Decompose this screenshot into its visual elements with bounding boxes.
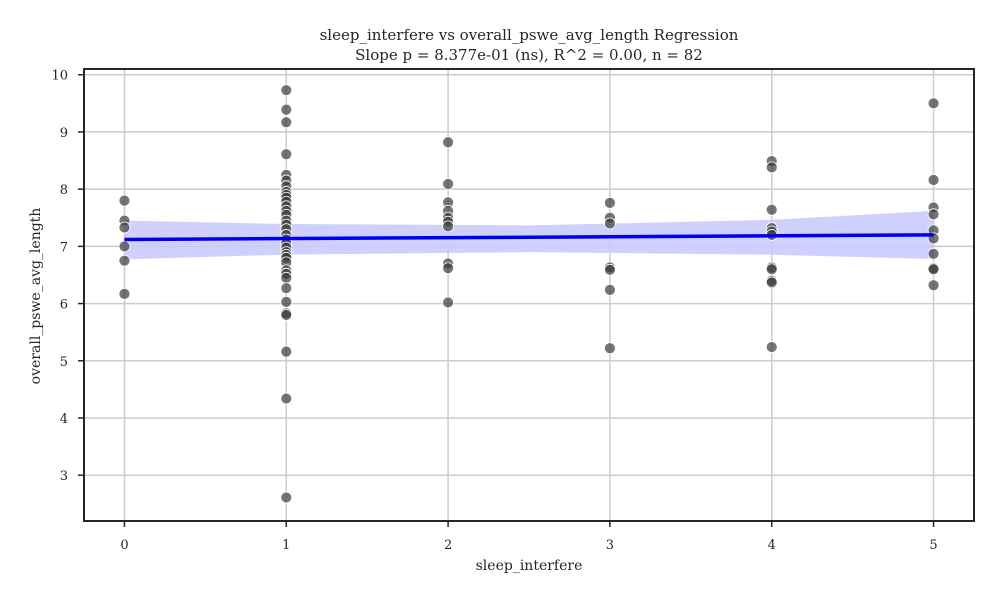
data-point <box>442 136 454 149</box>
plot-frame <box>83 68 975 522</box>
data-point <box>280 84 293 97</box>
axes-layer: 0 1 2 3 4 5 3 4 5 6 7 8 9 10 <box>51 68 975 553</box>
y-tick-label: 9 <box>60 126 68 141</box>
data-point <box>280 392 293 405</box>
y-tick-label: 8 <box>60 183 68 198</box>
grid-layer <box>84 69 974 521</box>
x-tick-label: 3 <box>606 538 614 553</box>
data-point <box>118 240 131 253</box>
data-point <box>765 203 778 216</box>
y-tick-label: 6 <box>60 298 68 313</box>
data-point <box>927 174 940 186</box>
data-point <box>604 263 616 276</box>
data-point <box>927 279 940 292</box>
data-point <box>927 97 940 110</box>
x-tick-label: 5 <box>929 538 937 553</box>
regression-line-layer <box>124 233 934 242</box>
data-point <box>280 148 293 161</box>
chart-subtitle: Slope p = 8.377e-01 (ns), R^2 = 0.00, n … <box>355 46 703 64</box>
y-tick-label: 5 <box>60 355 68 370</box>
data-point <box>280 345 293 358</box>
data-point <box>118 221 131 234</box>
data-point <box>280 116 293 129</box>
data-point <box>442 178 454 190</box>
data-point <box>604 283 616 296</box>
data-point <box>280 295 293 308</box>
data-point <box>118 287 131 300</box>
data-point <box>118 194 131 207</box>
data-point <box>765 263 778 276</box>
x-tick-label: 0 <box>120 538 128 553</box>
chart-title: sleep_interfere vs overall_pswe_avg_leng… <box>320 26 739 44</box>
confidence-band-layer <box>124 210 934 260</box>
x-tick-label: 4 <box>768 538 776 553</box>
x-axis-label: sleep_interfere <box>476 558 583 574</box>
y-tick-label: 10 <box>51 69 68 84</box>
data-point <box>442 296 454 309</box>
data-point <box>604 342 616 355</box>
data-point <box>280 309 293 321</box>
confidence-band <box>124 210 934 260</box>
points-layer <box>118 84 940 504</box>
regression-line <box>124 233 934 242</box>
data-point <box>765 341 778 353</box>
data-point <box>280 282 293 295</box>
data-point <box>280 491 293 504</box>
y-tick-label: 7 <box>60 240 68 255</box>
data-point <box>118 254 131 267</box>
data-point <box>280 103 293 116</box>
y-tick-label: 4 <box>60 412 68 427</box>
data-point <box>765 276 778 289</box>
data-point <box>927 247 940 260</box>
data-point <box>604 217 616 230</box>
data-point <box>280 271 293 284</box>
data-point <box>765 161 778 174</box>
y-tick-label: 3 <box>60 469 68 484</box>
data-point <box>442 262 454 275</box>
data-point <box>604 196 616 209</box>
data-point <box>442 220 454 233</box>
y-axis-label: overall_pswe_avg_length <box>28 208 44 385</box>
data-point <box>927 263 940 276</box>
x-tick-label: 2 <box>444 538 452 553</box>
x-tick-label: 1 <box>282 538 290 553</box>
data-point <box>927 208 940 221</box>
